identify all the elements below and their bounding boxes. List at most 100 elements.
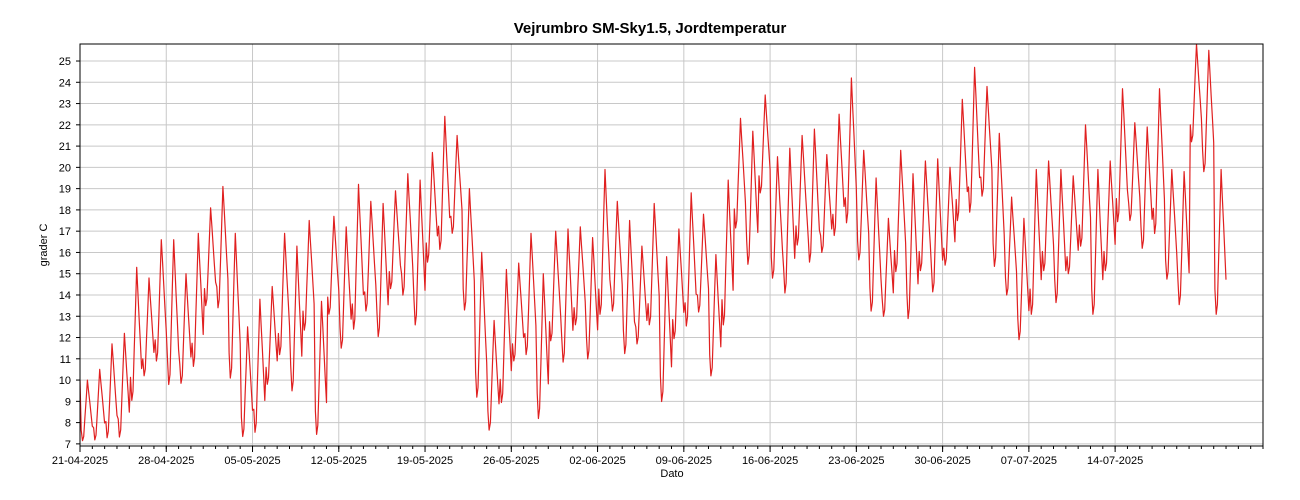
- y-tick-label: 25: [59, 56, 71, 68]
- x-tick-label: 07-07-2025: [1001, 455, 1057, 467]
- y-tick-label: 21: [59, 141, 71, 153]
- y-tick-label: 20: [59, 162, 71, 174]
- x-tick-label: 12-05-2025: [311, 455, 367, 467]
- data-point: [777, 156, 779, 158]
- x-tick-label: 02-06-2025: [569, 455, 625, 467]
- series-layer: [80, 44, 1227, 442]
- data-point: [382, 203, 384, 205]
- data-point: [949, 167, 951, 169]
- data-point: [456, 135, 458, 137]
- data-point: [653, 203, 655, 205]
- data-point: [740, 118, 742, 120]
- y-tick-label: 14: [59, 290, 71, 302]
- data-point: [419, 179, 421, 181]
- data-point: [296, 245, 298, 247]
- y-tick-label: 16: [59, 247, 71, 259]
- x-tick-label: 19-05-2025: [397, 455, 453, 467]
- x-tick-label: 09-06-2025: [656, 455, 712, 467]
- data-point: [99, 369, 101, 371]
- data-point: [1134, 122, 1136, 124]
- data-point: [87, 379, 89, 381]
- data-point: [173, 239, 175, 241]
- y-tick-label: 9: [65, 396, 71, 408]
- data-point: [358, 184, 360, 186]
- data-point: [912, 173, 914, 175]
- data-point: [1159, 88, 1161, 90]
- y-tick-label: 15: [59, 269, 71, 281]
- data-point: [481, 252, 483, 254]
- data-point: [506, 269, 508, 271]
- data-point: [555, 230, 557, 232]
- data-point: [1146, 126, 1148, 128]
- data-point: [937, 158, 939, 160]
- y-tick-label: 18: [59, 205, 71, 217]
- data-point: [604, 169, 606, 171]
- data-point: [641, 245, 643, 247]
- data-point: [764, 94, 766, 96]
- data-point: [1023, 218, 1025, 220]
- data-point: [888, 218, 890, 220]
- data-point: [727, 179, 729, 181]
- data-point: [321, 301, 323, 303]
- x-tick-label: 14-07-2025: [1087, 455, 1143, 467]
- data-point: [444, 116, 446, 118]
- data-point: [1109, 160, 1111, 162]
- data-point: [1171, 169, 1173, 171]
- data-point: [690, 192, 692, 194]
- data-point: [271, 286, 273, 288]
- data-point: [986, 86, 988, 88]
- data-point: [617, 201, 619, 203]
- data-point: [543, 273, 545, 275]
- data-point: [136, 267, 138, 269]
- data-point: [469, 188, 471, 190]
- data-point: [580, 226, 582, 228]
- data-point: [345, 226, 347, 228]
- x-tick-label: 23-06-2025: [828, 455, 884, 467]
- data-point: [1097, 169, 1099, 171]
- data-point: [259, 298, 261, 300]
- data-point: [432, 152, 434, 154]
- data-point: [1220, 169, 1222, 171]
- data-point: [395, 190, 397, 192]
- x-axis-ticks: 21-04-2025 28-04-2025 05-05-2025 12-05-2025…: [52, 446, 1264, 467]
- data-point: [838, 113, 840, 115]
- data-point: [1072, 175, 1074, 177]
- x-tick-label: 28-04-2025: [138, 455, 194, 467]
- data-point: [703, 213, 705, 215]
- data-point: [308, 220, 310, 222]
- data-point: [789, 147, 791, 149]
- data-point: [198, 233, 200, 235]
- data-point: [925, 160, 927, 162]
- data-point: [1085, 124, 1087, 126]
- y-tick-label: 12: [59, 333, 71, 345]
- data-point: [185, 273, 187, 275]
- data-point: [826, 154, 828, 156]
- data-point: [530, 233, 532, 235]
- x-axis-label: Dato: [660, 468, 684, 480]
- y-tick-label: 17: [59, 226, 71, 238]
- data-point: [592, 237, 594, 239]
- data-point: [247, 326, 249, 328]
- data-point: [1011, 196, 1013, 198]
- data-point: [801, 135, 803, 137]
- data-point: [1208, 50, 1210, 52]
- data-point: [900, 150, 902, 152]
- data-point: [962, 99, 964, 101]
- y-tick-label: 10: [59, 375, 71, 387]
- y-tick-label: 11: [60, 354, 71, 366]
- data-point: [851, 77, 853, 79]
- data-point: [1048, 160, 1050, 162]
- data-point: [518, 262, 520, 264]
- data-point: [1122, 88, 1124, 90]
- data-point: [210, 207, 212, 209]
- data-point: [1183, 171, 1185, 173]
- data-point: [715, 254, 717, 256]
- y-tick-label: 8: [65, 418, 71, 430]
- data-point: [284, 233, 286, 235]
- x-tick-label: 30-06-2025: [914, 455, 970, 467]
- x-tick-label: 05-05-2025: [224, 455, 280, 467]
- data-point: [370, 201, 372, 203]
- data-point: [678, 228, 680, 230]
- x-tick-label: 26-05-2025: [483, 455, 539, 467]
